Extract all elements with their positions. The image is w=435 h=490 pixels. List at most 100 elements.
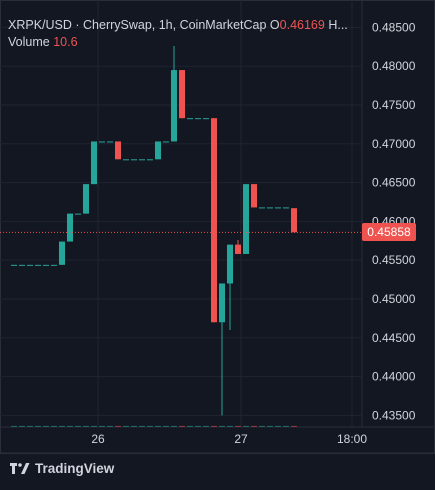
- volume-bar: [147, 425, 153, 427]
- x-tick-label: 26: [91, 432, 105, 446]
- y-tick-label: 0.44500: [372, 331, 416, 345]
- volume-bar: [155, 425, 161, 427]
- candle-body: [35, 264, 41, 266]
- candle-body: [83, 184, 89, 214]
- tradingview-wordmark: TradingView: [35, 461, 115, 476]
- candle-body: [227, 244, 233, 284]
- volume-bar: [131, 425, 137, 427]
- candle-body: [123, 159, 129, 161]
- candle-body: [291, 208, 297, 233]
- volume-bar: [203, 425, 209, 427]
- candle-body: [211, 118, 217, 323]
- volume-bar: [187, 425, 193, 427]
- volume-bar: [163, 425, 169, 427]
- volume-bar: [227, 425, 233, 427]
- candle-body: [195, 118, 201, 120]
- volume-bar: [35, 425, 41, 427]
- candle-body: [235, 244, 241, 254]
- volume-bar: [27, 425, 33, 427]
- legend-row-symbol: XRPK/USD · CherrySwap, 1h, CoinMarketCap…: [8, 17, 348, 34]
- candle-body: [275, 207, 281, 209]
- volume-bar: [43, 425, 49, 427]
- candle-body: [107, 141, 113, 143]
- volume-bar: [51, 425, 57, 427]
- candle-body: [139, 159, 145, 161]
- candle-body: [147, 159, 153, 161]
- candle-body: [259, 207, 265, 209]
- candle-body: [19, 264, 25, 266]
- volume-bar: [59, 425, 65, 427]
- candle-body: [51, 264, 57, 266]
- volume-bar: [243, 425, 249, 427]
- candle-body: [131, 159, 137, 161]
- volume-bar: [19, 425, 25, 427]
- volume-bar: [259, 425, 265, 427]
- tradingview-logo-icon: [10, 462, 30, 474]
- chart-legend: XRPK/USD · CherrySwap, 1h, CoinMarketCap…: [8, 17, 348, 51]
- volume-value: 10.6: [53, 35, 78, 49]
- candle-body: [267, 207, 273, 209]
- candle-body: [75, 213, 81, 215]
- candle-body: [171, 70, 177, 142]
- candle-body: [91, 141, 97, 185]
- candle-body: [251, 184, 257, 208]
- candle-body: [219, 283, 225, 323]
- open-value: 0.46169: [279, 18, 325, 32]
- candle-body: [187, 118, 193, 120]
- x-tick-label: 27: [234, 432, 248, 446]
- volume-bar: [123, 425, 129, 427]
- volume-bar: [83, 425, 89, 427]
- volume-bar: [211, 425, 217, 427]
- x-tick-label: 18:00: [337, 432, 367, 446]
- candle-body: [27, 264, 33, 266]
- volume-bar: [139, 425, 145, 427]
- candle-body: [99, 141, 105, 143]
- volume-bar: [179, 425, 185, 427]
- y-tick-label: 0.48000: [372, 59, 416, 73]
- volume-bar: [267, 425, 273, 427]
- volume-label: Volume: [8, 35, 50, 49]
- candle-body: [115, 141, 121, 160]
- y-tick-label: 0.44000: [372, 370, 416, 384]
- volume-bar: [275, 425, 281, 427]
- y-tick-label: 0.47500: [372, 98, 416, 112]
- volume-bar: [11, 425, 17, 427]
- volume-bar: [283, 425, 289, 427]
- volume-bar: [107, 425, 113, 427]
- candle-body: [243, 184, 249, 254]
- volume-bar: [115, 425, 121, 427]
- candle-body: [283, 207, 289, 209]
- tradingview-branding[interactable]: TradingView: [10, 461, 114, 476]
- legend-row-volume: Volume 10.6: [8, 34, 348, 51]
- y-tick-label: 0.48500: [372, 20, 416, 34]
- candle-body: [179, 70, 185, 119]
- y-tick-label: 0.43500: [372, 408, 416, 422]
- volume-bar: [99, 425, 105, 427]
- candle-body: [59, 241, 65, 265]
- volume-bar: [171, 425, 177, 427]
- volume-bar: [219, 425, 225, 427]
- volume-bar: [291, 425, 297, 427]
- y-tick-label: 0.45500: [372, 253, 416, 267]
- last-price-tag: 0.45858: [362, 223, 416, 242]
- volume-bar: [251, 425, 257, 427]
- open-label: O: [269, 18, 280, 32]
- candle-body: [11, 264, 17, 266]
- volume-bar: [75, 425, 81, 427]
- candle-body: [203, 118, 209, 120]
- y-tick-label: 0.45000: [372, 292, 416, 306]
- volume-bar: [195, 425, 201, 427]
- symbol-title: XRPK/USD · CherrySwap, 1h, CoinMarketCap: [8, 18, 267, 32]
- y-tick-label: 0.46500: [372, 176, 416, 190]
- volume-bar: [235, 425, 241, 427]
- candle-body: [155, 141, 161, 160]
- legend-more[interactable]: H...: [328, 18, 348, 32]
- volume-bar: [67, 425, 73, 427]
- volume-bar: [91, 425, 97, 427]
- candle-body: [43, 264, 49, 266]
- y-tick-label: 0.47000: [372, 137, 416, 151]
- candle-body: [163, 141, 169, 143]
- candle-body: [67, 213, 73, 242]
